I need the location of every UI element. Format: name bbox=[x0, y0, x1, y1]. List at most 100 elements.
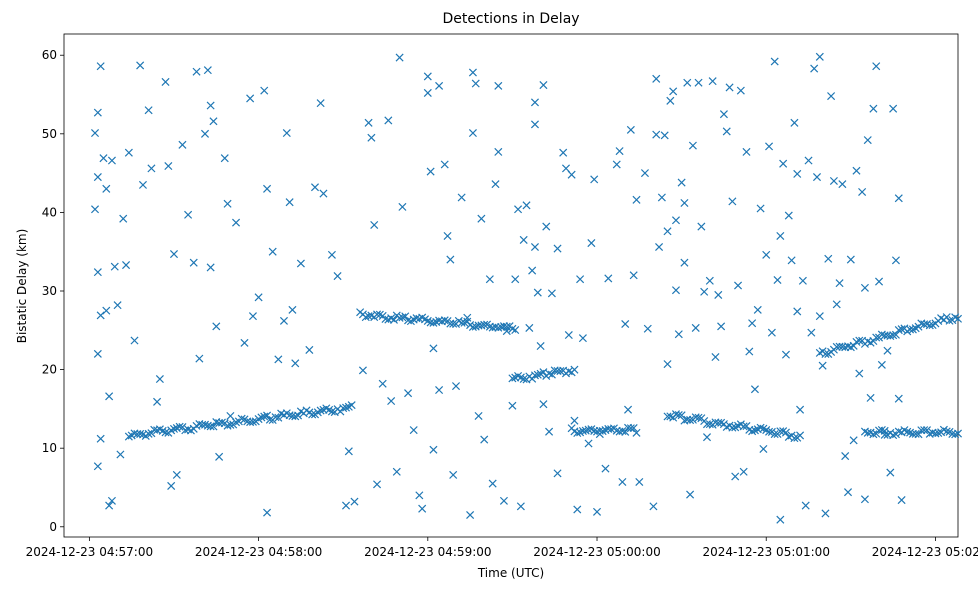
y-tick-label: 60 bbox=[42, 48, 57, 62]
data-point bbox=[539, 81, 548, 90]
data-point bbox=[889, 104, 898, 113]
data-point bbox=[398, 202, 407, 211]
data-point bbox=[384, 116, 393, 125]
data-point bbox=[601, 464, 610, 473]
data-point bbox=[841, 452, 850, 461]
data-point bbox=[728, 423, 737, 432]
data-point bbox=[316, 406, 325, 415]
data-point bbox=[237, 414, 246, 423]
data-point bbox=[415, 491, 424, 500]
data-point bbox=[124, 432, 133, 441]
data-point bbox=[903, 427, 912, 436]
data-point bbox=[387, 397, 396, 406]
data-point bbox=[838, 180, 847, 189]
data-point bbox=[107, 156, 116, 165]
data-point bbox=[248, 312, 257, 321]
data-point bbox=[93, 108, 102, 117]
data-point bbox=[265, 415, 274, 424]
data-point bbox=[155, 375, 164, 384]
data-point bbox=[604, 274, 613, 283]
data-point bbox=[626, 125, 635, 134]
data-point bbox=[203, 66, 212, 75]
data-point bbox=[657, 193, 666, 202]
points-layer bbox=[90, 52, 963, 524]
data-point bbox=[508, 401, 517, 410]
data-point bbox=[897, 496, 906, 505]
data-point bbox=[263, 184, 272, 193]
data-point bbox=[344, 447, 353, 456]
data-point bbox=[694, 78, 703, 87]
data-point bbox=[796, 405, 805, 414]
data-point bbox=[514, 205, 523, 214]
data-point bbox=[226, 411, 235, 420]
data-point bbox=[801, 501, 810, 510]
data-point bbox=[700, 287, 709, 296]
data-point bbox=[590, 175, 599, 184]
data-point bbox=[835, 279, 844, 288]
data-point bbox=[246, 94, 255, 103]
data-point bbox=[373, 480, 382, 489]
data-point bbox=[652, 130, 661, 139]
x-tick-label: 2024-12-23 04:59:00 bbox=[364, 545, 491, 559]
data-point bbox=[829, 176, 838, 185]
data-point bbox=[93, 462, 102, 471]
data-point bbox=[508, 374, 517, 383]
data-point bbox=[209, 117, 218, 126]
data-point bbox=[728, 197, 737, 206]
data-point bbox=[533, 370, 542, 379]
data-point bbox=[626, 424, 635, 433]
data-point bbox=[705, 276, 714, 285]
data-point bbox=[953, 314, 963, 323]
data-point bbox=[762, 250, 771, 259]
data-point bbox=[756, 204, 765, 213]
data-point bbox=[942, 427, 951, 436]
data-point bbox=[96, 311, 105, 320]
data-point bbox=[356, 308, 365, 317]
y-tick-label: 20 bbox=[42, 363, 57, 377]
data-point bbox=[443, 231, 452, 241]
data-point bbox=[212, 322, 221, 331]
data-point bbox=[260, 412, 269, 421]
data-point bbox=[779, 159, 788, 168]
data-point bbox=[686, 416, 695, 425]
data-point bbox=[922, 426, 932, 435]
data-point bbox=[663, 360, 672, 369]
data-point bbox=[869, 430, 878, 439]
x-axis-label: Time (UTC) bbox=[477, 566, 544, 580]
data-point bbox=[595, 430, 604, 439]
data-point bbox=[426, 167, 435, 176]
data-point bbox=[102, 306, 111, 315]
data-point bbox=[660, 131, 669, 140]
data-point bbox=[423, 88, 432, 97]
data-point bbox=[263, 508, 272, 517]
data-point bbox=[621, 319, 630, 329]
data-point bbox=[578, 334, 587, 343]
data-point bbox=[533, 288, 542, 297]
data-point bbox=[294, 411, 303, 420]
data-point bbox=[855, 369, 864, 378]
data-point bbox=[860, 283, 869, 292]
data-point bbox=[827, 92, 836, 101]
data-point bbox=[164, 162, 173, 171]
data-point bbox=[395, 53, 404, 62]
data-point bbox=[897, 325, 906, 334]
data-point bbox=[570, 365, 579, 374]
data-point bbox=[502, 327, 511, 336]
data-point bbox=[821, 349, 830, 358]
data-point bbox=[875, 277, 884, 286]
data-point bbox=[832, 300, 841, 309]
data-point bbox=[347, 401, 356, 410]
data-point bbox=[409, 426, 418, 435]
data-point bbox=[815, 52, 824, 61]
data-point bbox=[655, 242, 664, 252]
data-point bbox=[418, 504, 427, 513]
data-point bbox=[736, 86, 745, 95]
data-point bbox=[649, 502, 658, 511]
data-point bbox=[632, 428, 641, 437]
data-point bbox=[607, 425, 616, 434]
data-point bbox=[367, 133, 376, 142]
data-point bbox=[268, 247, 277, 256]
data-point bbox=[553, 244, 562, 253]
y-tick-label: 0 bbox=[49, 520, 57, 534]
